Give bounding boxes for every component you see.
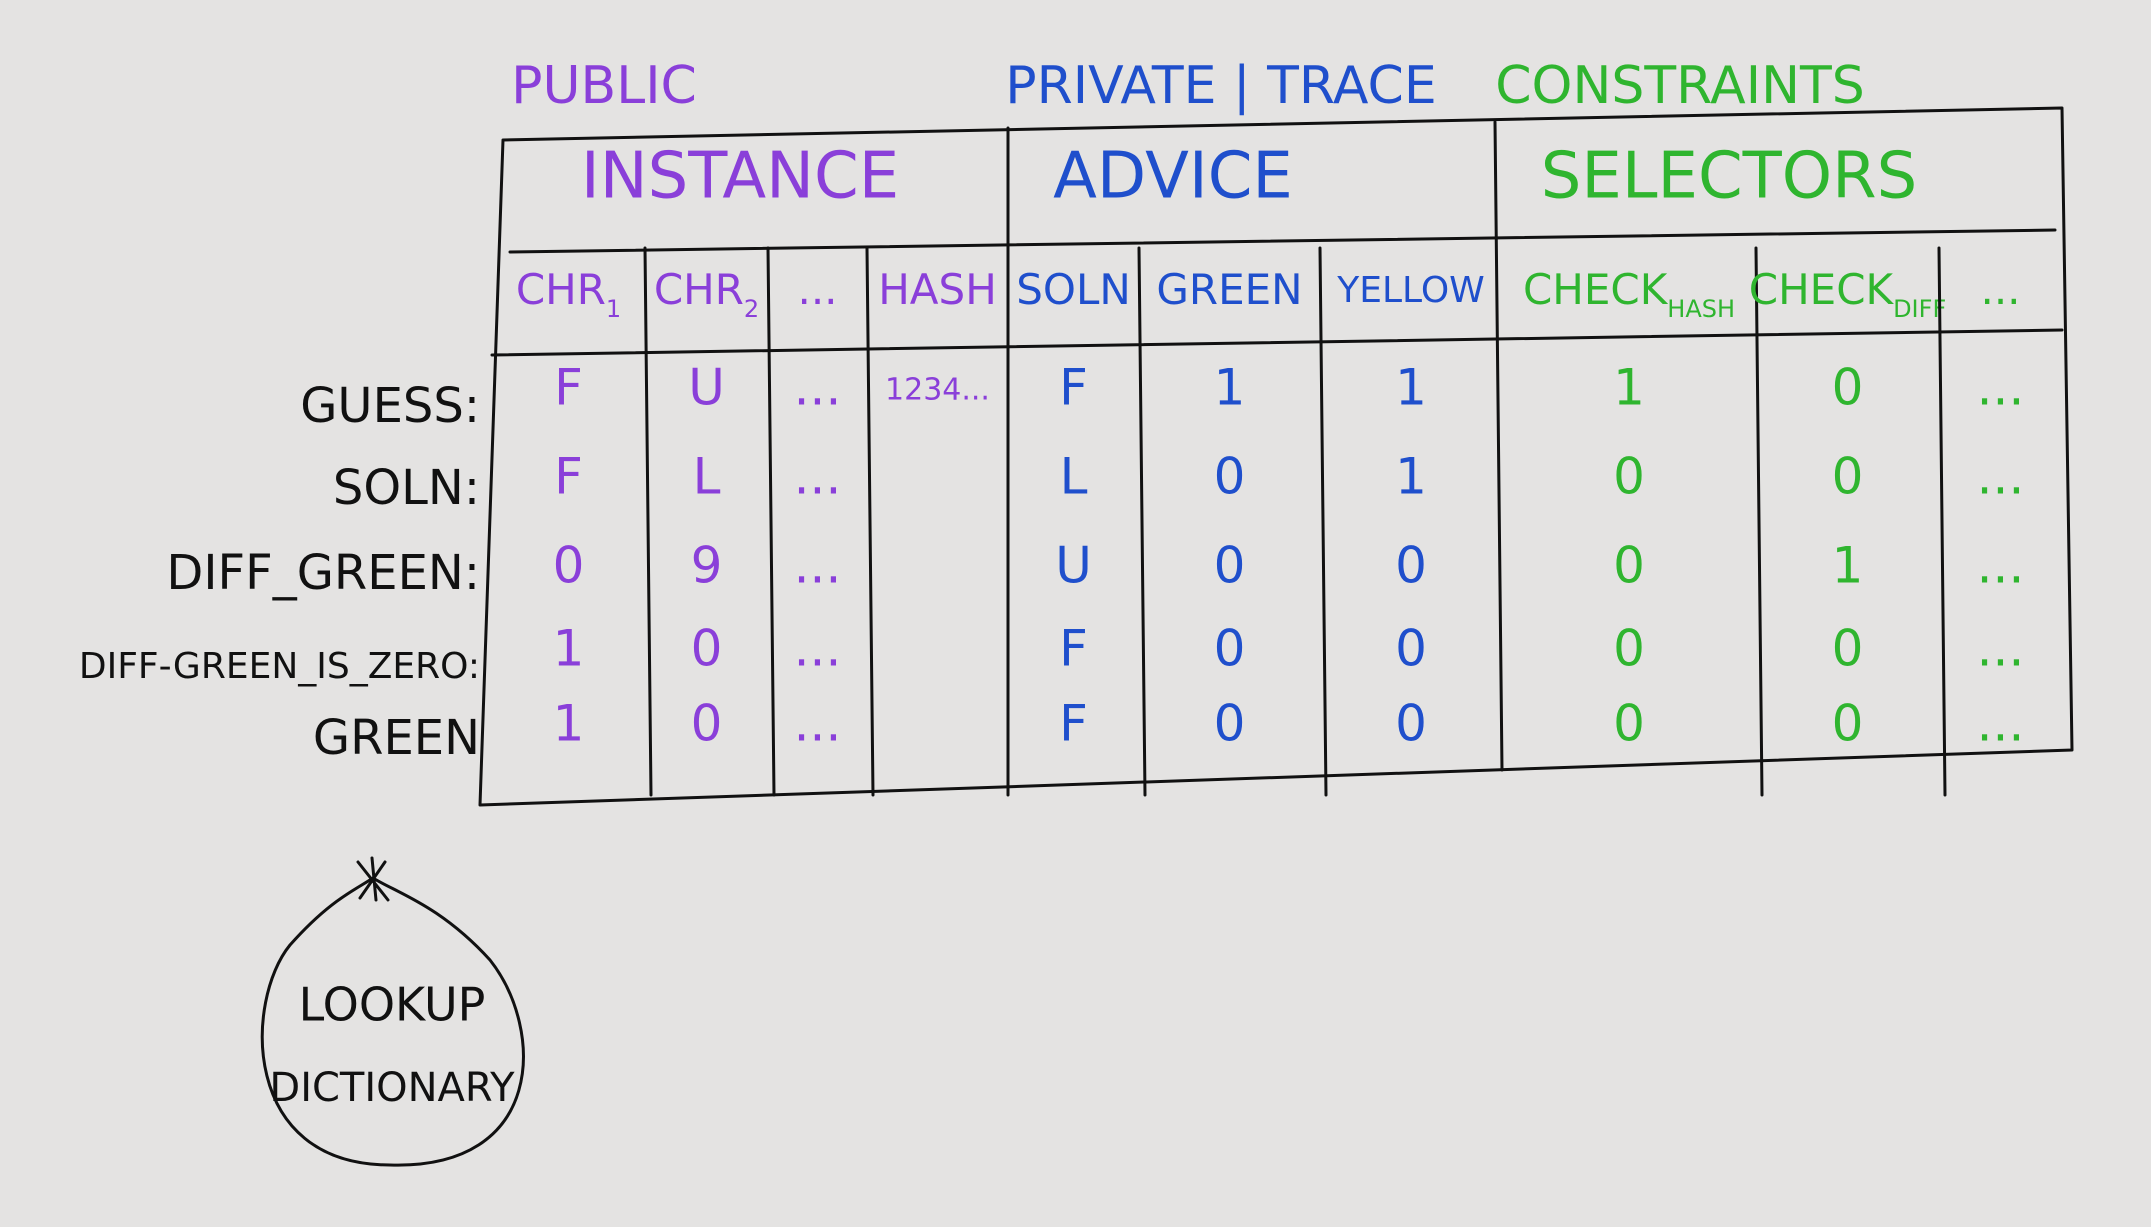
cell: 1 [1395,448,1427,506]
column-name: HASH [878,265,997,314]
cell: ... [794,359,842,417]
column-header: GREEN [1156,265,1302,314]
column-header: HASH [878,265,997,314]
row-label: DIFF_GREEN: [166,545,480,601]
group-label: PRIVATE | TRACE [1005,56,1436,116]
column-sub: 1 [606,295,621,323]
column-header: CHECKHASH [1523,265,1735,324]
column-divider [1318,246,1328,797]
table-frame [478,106,2074,807]
cell: ... [1977,448,2025,506]
column-name: ... [1980,265,2020,314]
cell: 1 [1613,359,1645,417]
cell: 0 [1832,359,1864,417]
column-sub: DIFF [1893,295,1946,323]
cell: 0 [1395,695,1427,753]
cell: 9 [691,537,723,595]
cell: ... [794,695,842,753]
row-label: GUESS: [300,378,480,434]
column-header: YELLOW [1336,270,1485,311]
column-header: ... [797,265,837,314]
cell: ... [1977,620,2025,678]
cell: 0 [1214,620,1246,678]
lookup-text: DICTIONARY [269,1065,515,1111]
cell: 0 [1214,537,1246,595]
column-divider [643,246,653,797]
lookup-text: LOOKUP [299,978,486,1032]
cell: 0 [1832,620,1864,678]
column-sub: HASH [1667,295,1735,323]
cell: L [1060,448,1088,506]
cell: L [693,448,721,506]
cell: ... [1977,359,2025,417]
column-name: ... [797,265,837,314]
cell: 0 [1214,695,1246,753]
column-divider [766,246,776,797]
cell: 1 [553,620,585,678]
column-header: ... [1980,265,2020,314]
cell: 1234... [885,373,990,408]
cell: F [1059,695,1088,753]
cell: F [554,359,583,417]
column-divider [1137,246,1147,797]
cell: 1 [1832,537,1864,595]
row-label: GREEN [313,710,480,766]
cell: F [554,448,583,506]
cell: ... [794,620,842,678]
column-name: CHR [516,265,606,314]
column-name: SOLN [1016,265,1131,314]
cell: 0 [553,537,585,595]
column-divider [865,246,875,797]
column-name: CHR [654,265,744,314]
cell: 0 [1214,448,1246,506]
column-header: SOLN [1016,265,1131,314]
cell: 0 [1395,620,1427,678]
cell: 1 [1395,359,1427,417]
column-name: GREEN [1156,265,1302,314]
column-header: CHR1 [516,265,621,324]
row-label: SOLN: [333,460,480,516]
column-divider [1754,246,1764,797]
column-name: CHECK [1523,265,1669,314]
group-title: ADVICE [1053,140,1293,214]
cell: 0 [691,695,723,753]
cell: F [1059,620,1088,678]
cell: 1 [553,695,585,753]
cell: 0 [1395,537,1427,595]
group-title: INSTANCE [581,140,899,214]
group-label: PUBLIC [511,56,697,116]
column-name: CHECK [1749,265,1895,314]
cell: U [688,359,725,417]
cell: ... [1977,695,2025,753]
bag-knot [356,856,390,902]
cell: ... [794,537,842,595]
cell: 0 [1613,448,1645,506]
column-divider [1937,246,1947,797]
cell: 1 [1214,359,1246,417]
cell: 0 [691,620,723,678]
column-header: CHR2 [654,265,759,324]
cell: F [1059,359,1088,417]
column-sub: 2 [744,295,759,323]
cell: ... [794,448,842,506]
group-dividers [1006,120,1504,797]
group-title: SELECTORS [1541,140,1917,214]
group-label: CONSTRAINTS [1495,56,1865,116]
column-name: YELLOW [1336,270,1485,311]
cell: U [1055,537,1092,595]
row-label: DIFF-GREEN_IS_ZERO: [79,646,480,687]
cell: 0 [1613,537,1645,595]
cell: 0 [1832,695,1864,753]
column-header: CHECKDIFF [1749,265,1947,324]
cell: 0 [1832,448,1864,506]
cell: 0 [1613,620,1645,678]
cell: 0 [1613,695,1645,753]
cell: ... [1977,537,2025,595]
